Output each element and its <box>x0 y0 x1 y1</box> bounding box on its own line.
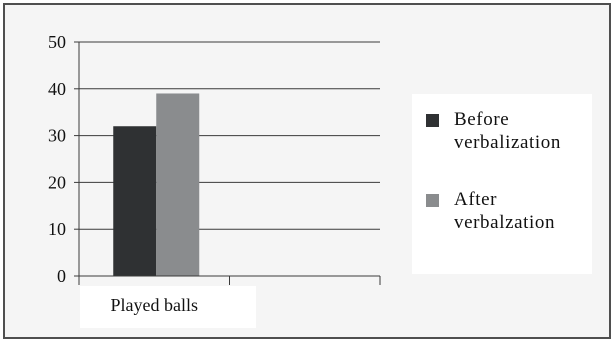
legend-background <box>412 94 592 274</box>
bar-group <box>113 93 200 277</box>
bar-before <box>113 126 157 277</box>
y-axis: 0 10 20 30 40 50 <box>48 32 80 286</box>
y-tick-label: 50 <box>48 32 66 52</box>
bar-after <box>156 93 200 276</box>
legend-swatch-after <box>426 194 439 207</box>
y-tick-label: 20 <box>48 172 66 192</box>
y-tick-label: 30 <box>48 126 66 146</box>
y-tick-label: 0 <box>57 266 66 286</box>
y-tick-label: 40 <box>48 79 66 99</box>
legend-label: verbalization <box>454 132 561 153</box>
x-label-background <box>80 286 256 328</box>
x-axis: Played balls <box>78 275 381 315</box>
legend-label: verbalzation <box>454 212 555 233</box>
legend-label: After <box>454 189 497 210</box>
y-tick-label: 10 <box>48 219 66 239</box>
x-tick-label: Played balls <box>111 295 199 315</box>
legend-swatch-before <box>426 114 439 127</box>
legend-label: Before <box>454 109 509 130</box>
